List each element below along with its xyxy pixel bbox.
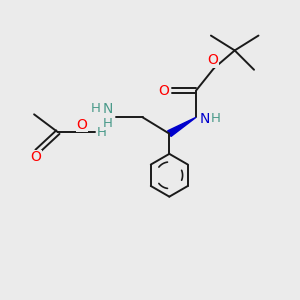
Text: N: N xyxy=(199,112,210,126)
Text: H: H xyxy=(91,103,100,116)
Text: O: O xyxy=(30,150,41,164)
Text: N: N xyxy=(102,102,113,116)
Text: H: H xyxy=(97,126,106,139)
Text: O: O xyxy=(76,118,87,132)
Text: H: H xyxy=(211,112,220,125)
Text: O: O xyxy=(207,53,218,67)
Text: H: H xyxy=(103,117,112,130)
Polygon shape xyxy=(168,117,196,136)
Text: O: O xyxy=(158,84,169,98)
